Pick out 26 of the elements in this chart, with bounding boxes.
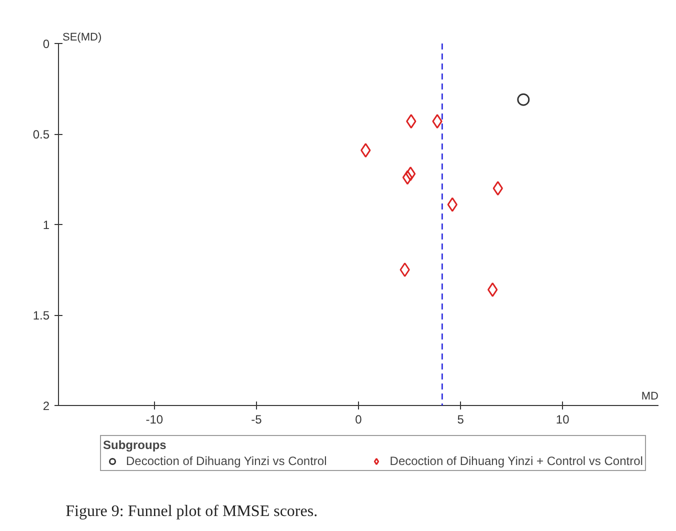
x-tick-label: -10: [146, 412, 164, 426]
point: [447, 197, 458, 212]
y-tick-label: 2: [42, 399, 50, 413]
point: [402, 170, 413, 185]
x-axis-title: MD: [641, 390, 659, 402]
point: [517, 93, 530, 106]
legend-title: Subgroups: [103, 438, 168, 452]
point: [400, 262, 410, 277]
y-tick-label: 0.5: [32, 128, 50, 142]
x-tick-label: -5: [251, 412, 262, 426]
legend-label: Decoction of Dihuang Yinzi vs Control: [126, 454, 327, 468]
point: [360, 143, 371, 158]
caption: Figure 9: Funnel plot of MMSE scores.: [66, 503, 318, 520]
point: [405, 166, 416, 182]
point: [406, 114, 416, 129]
y-axis-title: SE(MD): [62, 32, 102, 44]
x-tick-label: 0: [355, 412, 362, 426]
point: [432, 114, 442, 129]
y-tick-label: 1.5: [32, 308, 50, 322]
legend-label: Decoction of Dihuang Yinzi + Control vs Control: [390, 454, 643, 468]
y-tick-label: 1: [42, 218, 50, 232]
x-tick-label: 5: [457, 412, 464, 426]
point: [492, 181, 503, 196]
x-tick-label: 10: [556, 412, 570, 426]
y-tick-label: 0: [42, 37, 50, 51]
point: [488, 282, 498, 297]
